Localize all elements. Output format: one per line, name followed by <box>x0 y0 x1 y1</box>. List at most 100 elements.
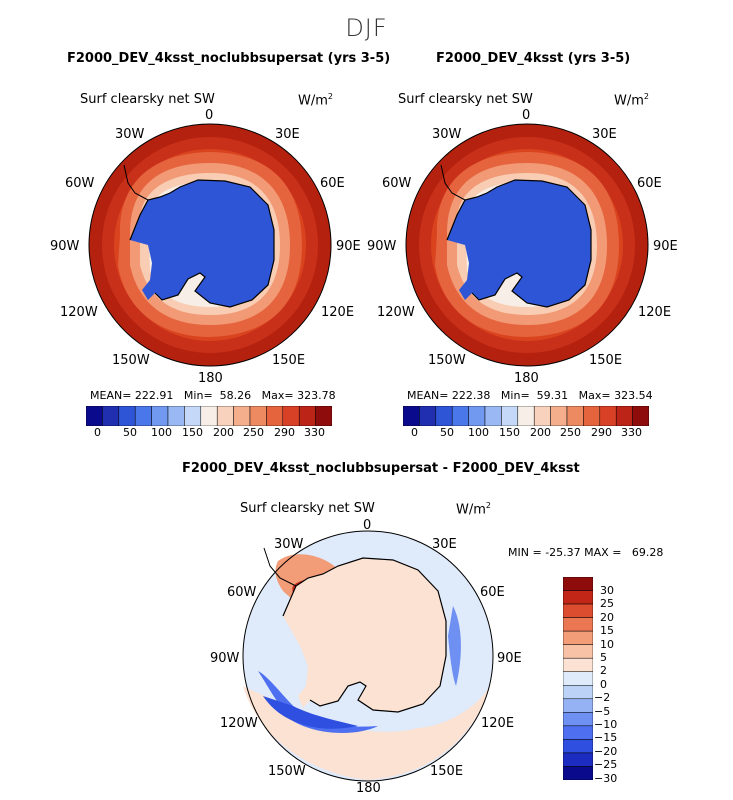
colorbar-swatch <box>86 406 103 426</box>
colorbar-swatch <box>266 406 284 426</box>
diff-lon-label: 180 <box>356 781 381 796</box>
panel2-lon-label: 30E <box>592 127 617 142</box>
colorbar-swatch <box>501 406 519 426</box>
panel1-lon-label: 30W <box>115 127 145 142</box>
diff-lon-label: 90E <box>497 651 522 666</box>
panel1-cb-tick: 200 <box>213 426 234 439</box>
diff-lon-label: 0 <box>363 518 372 533</box>
panel1-cb-tick: 250 <box>243 426 264 439</box>
colorbar-swatch <box>419 406 437 426</box>
diff-positive-south <box>243 686 490 780</box>
panel2-cb-tick: 200 <box>530 426 551 439</box>
diff-cb-tick: −15 <box>594 731 618 745</box>
panel2-cb-tick: 100 <box>468 426 489 439</box>
panel1-lon-label: 150W <box>112 353 150 368</box>
diff-lon-label: 30E <box>432 537 457 552</box>
panel2-map <box>405 123 649 367</box>
colorbar-swatch <box>517 406 535 426</box>
panel1-cb-tick: 50 <box>123 426 137 439</box>
colorbar-swatch <box>563 712 593 727</box>
colorbar-swatch <box>184 406 202 426</box>
diff-cb-tick: 15 <box>600 624 614 638</box>
colorbar-swatch <box>563 617 593 632</box>
diff-cb-tick: 2 <box>600 664 607 678</box>
diff-lon-label: 60W <box>227 585 257 600</box>
diff-lon-label: 30W <box>274 537 304 552</box>
diff-cb-tick: −20 <box>594 744 618 758</box>
diff-negative-core <box>263 696 358 729</box>
panel2-colorbar <box>403 406 649 426</box>
diff-cb-tick: 0 <box>600 677 607 691</box>
panel1-map <box>88 123 332 367</box>
panel1-colorbar <box>86 406 332 426</box>
panel2-lon-label: 120E <box>638 305 672 320</box>
panel1-peninsula <box>123 164 149 201</box>
diff-cb-tick: 20 <box>600 610 614 624</box>
colorbar-swatch <box>151 406 169 426</box>
panel2-cb-tick: 150 <box>499 426 520 439</box>
panel2-cb-tick: 290 <box>591 426 612 439</box>
colorbar-swatch <box>563 657 593 672</box>
panel1-title: F2000_DEV_4ksst_noclubbsupersat (yrs 3-5… <box>67 51 391 66</box>
panel1-lon-label: 60W <box>65 176 95 191</box>
colorbar-swatch <box>403 406 420 426</box>
panel2-lon-label: 150E <box>589 353 623 368</box>
diff-cb-tick: 25 <box>600 597 614 611</box>
panel1-lon-label: 120E <box>321 305 355 320</box>
diff-cb-tick: −25 <box>594 758 618 772</box>
panel1-cb-tick: 100 <box>151 426 172 439</box>
diff-coastline <box>282 557 447 713</box>
diff-minmax: MIN = -25.37 MAX = 69.28 <box>508 546 664 559</box>
colorbar-swatch <box>435 406 453 426</box>
diff-lon-label: 150E <box>430 764 464 779</box>
panel2-variable: Surf clearsky net SW <box>398 92 533 107</box>
diff-cb-tick: 5 <box>600 651 607 664</box>
diff-cb-tick: −2 <box>594 691 611 705</box>
panel1-colorbar-ticks: 0 50 100 150 200 250 290 330 <box>86 426 332 442</box>
panel1-cb-tick: 290 <box>274 426 295 439</box>
colorbar-swatch <box>233 406 251 426</box>
panel2-peninsula <box>440 164 466 201</box>
panel2-lon-label: 90E <box>653 239 678 254</box>
panel2-antarctica <box>447 180 591 307</box>
diff-lon-label: 90W <box>210 651 240 666</box>
diff-lon-label: 150W <box>268 764 306 779</box>
colorbar-swatch <box>315 406 332 426</box>
panel2-title: F2000_DEV_4ksst (yrs 3-5) <box>436 51 631 66</box>
colorbar-swatch <box>249 406 267 426</box>
colorbar-swatch <box>566 406 584 426</box>
diff-antarctica <box>283 558 446 712</box>
colorbar-swatch <box>599 406 617 426</box>
colorbar-swatch <box>563 577 593 591</box>
colorbar-swatch <box>563 590 593 605</box>
panel2-colorbar-ticks: 0 50 100 150 200 250 290 330 <box>403 426 649 442</box>
colorbar-swatch <box>282 406 300 426</box>
colorbar-swatch <box>167 406 185 426</box>
colorbar-swatch <box>550 406 568 426</box>
panel1-stats: MEAN= 222.91 Min= 58.26 Max= 323.78 <box>90 389 336 402</box>
panel2-lon-label: 0 <box>522 108 531 123</box>
colorbar-swatch <box>200 406 218 426</box>
colorbar-swatch <box>533 406 551 426</box>
colorbar-swatch <box>563 644 593 659</box>
diff-negative-band <box>258 671 378 733</box>
panel2-units: W/m2 <box>614 92 649 109</box>
panel2-map-border <box>405 123 649 367</box>
panel2-lon-label: 60W <box>382 176 412 191</box>
colorbar-swatch <box>118 406 136 426</box>
diff-cb-tick: 30 <box>600 584 614 597</box>
colorbar-swatch <box>632 406 649 426</box>
colorbar-swatch <box>583 406 601 426</box>
diff-lon-label: 120W <box>220 716 258 731</box>
panel1-coastline <box>129 179 275 308</box>
diff-colorbar <box>563 577 593 780</box>
colorbar-swatch <box>102 406 120 426</box>
colorbar-swatch <box>563 671 593 686</box>
diff-title: F2000_DEV_4ksst_noclubbsupersat - F2000_… <box>182 461 580 476</box>
diff-colorbar-ticks: 30 25 20 15 10 5 2 0 −2 −5 −10 −15 −20 −… <box>594 584 640 785</box>
panel1-lon-label: 150E <box>272 353 306 368</box>
panel1-lon-label: 180 <box>198 371 223 386</box>
diff-map-border <box>242 530 494 782</box>
panel2-lon-label: 120W <box>377 305 415 320</box>
diff-cb-tick: −30 <box>594 771 618 785</box>
